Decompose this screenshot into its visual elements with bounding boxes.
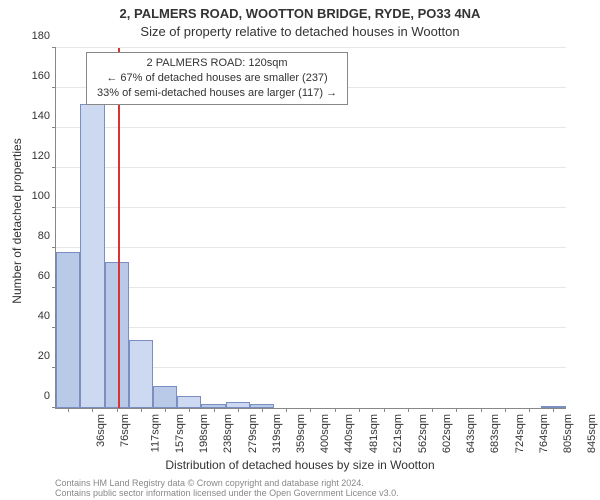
histogram-bar [201,404,226,408]
callout-line: 2 PALMERS ROAD: 120sqm [97,56,337,71]
xtick-label: 440sqm [344,414,356,453]
xtick-mark [505,408,506,412]
ytick-label: 180 [32,30,50,42]
ytick-mark [52,87,56,88]
xtick-mark [238,408,239,412]
xtick-label: 562sqm [417,414,429,453]
ytick-label: 120 [32,150,50,162]
histogram-bar [80,104,105,408]
x-axis-title: Distribution of detached houses by size … [0,458,600,472]
xtick-mark [68,408,69,412]
xtick-mark [359,408,360,412]
ytick-label: 140 [32,110,50,122]
xtick-label: 157sqm [174,414,186,453]
histogram-plot: 2 PALMERS ROAD: 120sqm ← 67% of detached… [55,48,566,409]
xtick-label: 764sqm [538,414,550,453]
xtick-label: 602sqm [441,414,453,453]
xtick-label: 683sqm [489,414,501,453]
histogram-bar [177,396,201,408]
xtick-mark [335,408,336,412]
page-subtitle: Size of property relative to detached ho… [0,24,600,39]
histogram-bar [129,340,154,408]
xtick-label: 279sqm [247,414,259,453]
ytick-label: 100 [32,190,50,202]
gridline [56,287,566,288]
xtick-label: 643sqm [465,414,477,453]
attribution: Contains HM Land Registry data © Crown c… [55,478,399,499]
ytick-mark [52,167,56,168]
xtick-label: 845sqm [587,414,599,453]
xtick-label: 724sqm [514,414,526,453]
ytick-label: 20 [38,350,50,362]
xtick-label: 76sqm [119,414,131,447]
histogram-bar [56,252,80,408]
xtick-mark [408,408,409,412]
xtick-mark [165,408,166,412]
xtick-mark [384,408,385,412]
xtick-mark [92,408,93,412]
page-title: 2, PALMERS ROAD, WOOTTON BRIDGE, RYDE, P… [0,6,600,21]
ytick-mark [52,47,56,48]
xtick-label: 400sqm [320,414,332,453]
xtick-mark [456,408,457,412]
gridline [56,207,566,208]
xtick-mark [262,408,263,412]
callout-line: 33% of semi-detached houses are larger (… [97,86,337,101]
histogram-bar [226,402,250,408]
gridline [56,47,566,48]
ytick-label: 40 [38,310,50,322]
ytick-mark [52,207,56,208]
callout-box: 2 PALMERS ROAD: 120sqm ← 67% of detached… [86,52,348,105]
xtick-label: 117sqm [149,414,161,452]
xtick-label: 521sqm [392,414,404,453]
xtick-mark [310,408,311,412]
gridline [56,247,566,248]
histogram-bar [153,386,177,408]
xtick-mark [529,408,530,412]
xtick-label: 238sqm [222,414,234,453]
xtick-mark [117,408,118,412]
ytick-label: 160 [32,70,50,82]
xtick-label: 198sqm [198,414,210,453]
xtick-mark [141,408,142,412]
xtick-mark [214,408,215,412]
callout-line: ← 67% of detached houses are smaller (23… [97,71,337,86]
histogram-bar [105,262,129,408]
ytick-label: 60 [38,270,50,282]
xtick-mark [189,408,190,412]
xtick-mark [553,408,554,412]
gridline [56,127,566,128]
xtick-label: 805sqm [563,414,575,453]
xtick-mark [286,408,287,412]
gridline [56,167,566,168]
xtick-label: 481sqm [368,414,380,453]
ytick-mark [52,127,56,128]
ytick-label: 0 [44,390,50,402]
ytick-label: 80 [38,230,50,242]
gridline [56,327,566,328]
xtick-label: 36sqm [95,414,107,447]
xtick-mark [481,408,482,412]
histogram-bar [250,404,275,408]
xtick-mark [432,408,433,412]
ytick-mark [52,247,56,248]
xtick-label: 319sqm [271,414,283,453]
xtick-label: 359sqm [295,414,307,453]
histogram-bar [541,406,566,408]
